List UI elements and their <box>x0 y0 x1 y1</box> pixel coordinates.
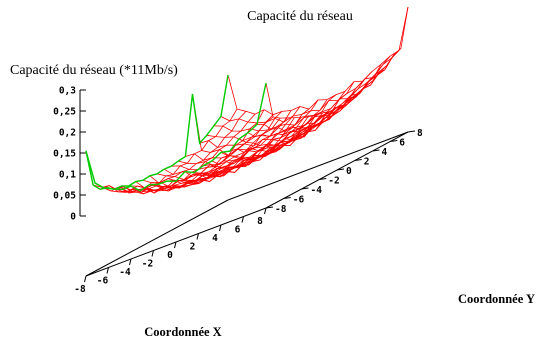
y-tick-mark <box>354 159 362 161</box>
x-tick-label: -6 <box>97 276 109 287</box>
surface-line-x <box>238 64 382 146</box>
surface-line-y <box>199 71 380 148</box>
x-tick-mark <box>241 216 244 223</box>
y-tick-mark <box>301 187 309 190</box>
y-tick-label: 6 <box>399 138 405 149</box>
x-tick-label: 4 <box>212 233 218 244</box>
surface-line-x <box>94 108 238 191</box>
x-tick-mark <box>106 267 109 274</box>
x-tick-label: -4 <box>119 267 131 278</box>
x-tick-mark <box>129 258 132 266</box>
x-tick-label: 0 <box>167 250 173 261</box>
y-tick-label: -2 <box>328 176 339 187</box>
surface-line-y <box>100 117 281 194</box>
x-tick-mark <box>196 233 199 240</box>
surface-line-y <box>178 94 359 167</box>
surface-line-x <box>193 94 337 175</box>
z-tick-label: 0 <box>70 212 76 223</box>
x-tick-label: 6 <box>235 225 241 236</box>
z-axis-label: Capacité du réseau (*11Mb/s) <box>10 63 178 78</box>
y-tick-mark <box>390 140 398 142</box>
surface-edge-front <box>85 82 267 192</box>
surface-line-y <box>156 107 338 181</box>
y-tick-label: -4 <box>311 185 323 196</box>
y-tick-mark <box>319 178 327 180</box>
surface-line-y <box>227 6 409 116</box>
y-tick-label: 0 <box>346 166 352 177</box>
y-tick-label: 2 <box>364 157 370 168</box>
axes-group <box>79 90 409 277</box>
surface-line-y <box>220 48 402 124</box>
x-axis-front-edge <box>85 199 229 277</box>
surface-mesh <box>85 6 409 195</box>
z-tick-label: 0,3 <box>59 86 76 97</box>
surface-line-y <box>206 65 387 142</box>
y-tick-mark <box>372 149 380 152</box>
surface-line-y <box>213 54 395 132</box>
x-tick-label: -2 <box>142 259 153 270</box>
y-axis-back-edge <box>227 131 409 201</box>
chart-title: Capacité du réseau <box>247 9 353 24</box>
y-tick-mark <box>265 206 274 209</box>
y-tick-mark <box>283 197 291 199</box>
x-tick-mark <box>84 275 87 283</box>
z-tick-label: 0,2 <box>59 128 76 139</box>
x-tick-mark <box>174 241 177 249</box>
y-tick-label: 8 <box>417 128 423 139</box>
x-tick-label: 2 <box>190 242 196 253</box>
z-tick-label: 0,25 <box>53 107 76 118</box>
y-tick-label: 4 <box>382 147 388 158</box>
z-tick-label: 0,05 <box>53 191 76 202</box>
z-tick-label: 0,15 <box>53 149 76 160</box>
x-axis-label: Coordonnée X <box>144 325 221 339</box>
z-tick-label: 0,1 <box>59 170 76 181</box>
ticks-group: 00,050,10,150,20,250,3-8-6-4-202468-8-6-… <box>53 86 423 296</box>
y-tick-label: -8 <box>275 204 287 215</box>
x-tick-label: 8 <box>257 216 263 227</box>
y-tick-label: -6 <box>293 195 305 206</box>
x-tick-mark <box>151 250 154 257</box>
y-tick-mark <box>336 168 345 171</box>
x-tick-mark <box>264 207 267 215</box>
surface-line-x <box>229 71 373 153</box>
y-tick-mark <box>407 130 416 133</box>
x-tick-mark <box>219 224 222 232</box>
x-tick-label: -8 <box>74 284 86 295</box>
y-axis-label: Coordonnée Y <box>458 292 535 306</box>
surface-line-y <box>85 82 267 192</box>
surface-line-y <box>107 117 288 195</box>
